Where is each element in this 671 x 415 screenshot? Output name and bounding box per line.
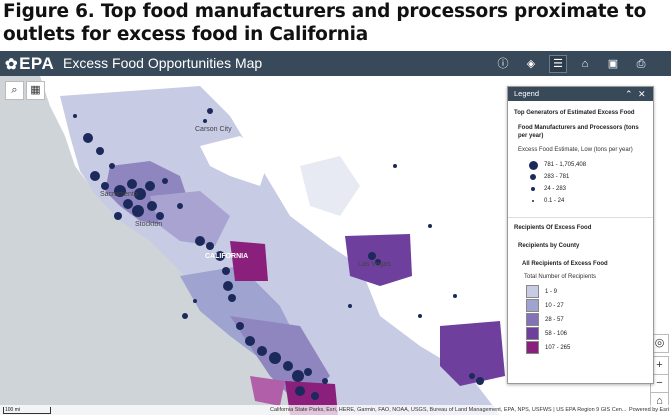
map-point: [428, 224, 432, 228]
map-point: [348, 304, 352, 308]
map-point: [132, 205, 144, 217]
place-label: Sacramento: [100, 191, 138, 198]
map-point: [304, 368, 312, 376]
map-point: [257, 346, 267, 356]
map-point: [127, 179, 137, 189]
legend-divider: [508, 217, 653, 218]
map-point: [393, 164, 397, 168]
map-point: [145, 181, 155, 191]
search-icon[interactable]: ⌕: [5, 81, 24, 100]
map-point: [134, 188, 146, 200]
legend-layer-title: Top Generators of Estimated Excess Food: [514, 110, 635, 116]
map-point: [283, 361, 293, 371]
map-point: [177, 203, 183, 209]
map-point: [195, 236, 205, 246]
legend-size-class: 283 - 781: [526, 171, 647, 183]
land-patch: [300, 156, 360, 216]
layers-icon[interactable]: ◈: [526, 58, 536, 70]
legend-size-class: 24 - 283: [526, 183, 647, 195]
map-point: [114, 185, 126, 197]
map-point: [311, 392, 319, 400]
map-point: [207, 108, 213, 114]
legend-size-class: 781 - 1,705,408: [526, 159, 647, 171]
attribution-bar: 100 mi California State Parks, Esri, HER…: [0, 405, 671, 415]
county-layer-top: [230, 241, 268, 281]
legend-color-class: 58 - 106: [526, 327, 647, 340]
legend-recipients-by-county: Recipients by County: [518, 243, 580, 249]
legend-panel: Legend ⌃ ✕ Top Generators of Estimated E…: [507, 86, 654, 384]
map-point: [418, 314, 422, 318]
map-point: [206, 242, 214, 250]
map-point: [162, 178, 168, 184]
manufacturer-points: [73, 108, 484, 400]
map-point: [114, 212, 122, 220]
map-point: [73, 114, 77, 118]
legend-color-class: 107 - 265: [526, 341, 647, 354]
county-layer-low: [60, 86, 500, 415]
legend-sublayer-title: Food Manufacturers and Processors (tons …: [518, 125, 639, 139]
map-point: [101, 182, 109, 190]
map-point: [123, 199, 133, 209]
map-point: [182, 313, 188, 319]
legend-title: Legend: [514, 89, 540, 98]
powered-by[interactable]: Powered by Esri: [628, 407, 669, 413]
map-point: [292, 370, 304, 382]
place-label: Carson City: [195, 126, 232, 133]
land-patch: [200, 136, 270, 186]
map-point: [322, 378, 328, 384]
state-label: CALIFORNIA: [205, 253, 248, 260]
map-point: [269, 352, 281, 364]
map-point: [215, 251, 225, 261]
map-point: [295, 386, 305, 396]
place-label: Las Vegas: [358, 261, 391, 268]
map-point: [147, 201, 157, 211]
map-point: [476, 377, 484, 385]
legend-recipients-title: Recipients Of Excess Food: [514, 225, 592, 231]
epa-logo[interactable]: ✿EPA: [5, 54, 54, 74]
map-point: [90, 171, 100, 181]
legend-header: Legend ⌃ ✕: [508, 87, 653, 101]
legend-list-icon[interactable]: ☰: [549, 55, 567, 73]
scalebar: 100 mi: [3, 407, 51, 414]
map-point: [156, 212, 164, 220]
map-point: [109, 163, 115, 169]
map-point: [228, 294, 236, 302]
legend-color-class: 10 - 27: [526, 299, 647, 312]
print-icon[interactable]: ⎙: [636, 58, 646, 70]
map-point: [375, 259, 381, 265]
map-point: [453, 294, 457, 298]
app-header: ✿EPA Excess Food Opportunities Map ⓘ ◈ ☰…: [0, 51, 671, 76]
map-point: [236, 322, 244, 330]
bookmark-icon[interactable]: ▣: [607, 58, 619, 70]
grid-icon[interactable]: ▦: [26, 81, 45, 100]
basemap-icon[interactable]: ⌂: [581, 58, 589, 70]
legend-color-class: 1 - 9: [526, 285, 647, 298]
legend-count-label: Total Number of Recipients: [524, 274, 597, 280]
attribution-text: California State Parks, Esri, HERE, Garm…: [270, 407, 627, 413]
close-icon[interactable]: ✕: [638, 89, 646, 99]
collapse-icon[interactable]: ⌃: [625, 89, 633, 99]
map-point: [469, 373, 475, 379]
map-point: [368, 252, 376, 260]
legend-color-class: 28 - 57: [526, 313, 647, 326]
place-label: Stockton: [135, 221, 162, 228]
legend-field-label: Excess Food Estimate, Low (tons per year…: [518, 147, 633, 153]
map-point: [96, 147, 104, 155]
county-layer-mid: [150, 191, 230, 246]
epa-flower-icon: ✿: [5, 56, 19, 73]
legend-size-class: 0.1 - 24: [526, 195, 647, 207]
map-point: [223, 281, 233, 291]
county-layer-high: [250, 376, 285, 406]
county-layer-high: [440, 321, 505, 386]
map-point: [193, 299, 197, 303]
logo-text: EPA: [19, 54, 55, 73]
info-icon[interactable]: ⓘ: [497, 58, 509, 70]
map-point: [83, 133, 93, 143]
figure-caption: Figure 6. Top food manufacturers and pro…: [3, 1, 647, 45]
map-point: [245, 336, 255, 346]
map-point: [222, 267, 230, 275]
legend-all-recipients: All Recipients of Excess Food: [522, 261, 608, 267]
app-title: Excess Food Opportunities Map: [63, 55, 263, 71]
map-point: [203, 119, 207, 123]
